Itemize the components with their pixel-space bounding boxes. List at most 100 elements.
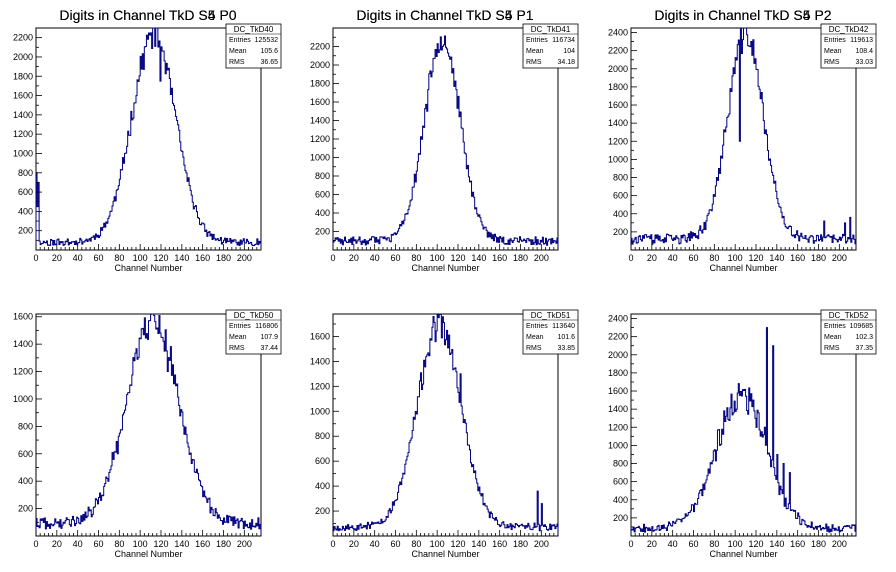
y-tick-label: 2000 — [608, 64, 628, 74]
stats-value-entries: 113640 — [552, 323, 575, 330]
stats-label-rms: RMS — [824, 345, 840, 352]
chart-title: Digits in Channel TkD S4 P0 — [59, 7, 236, 23]
y-tick-label: 800 — [613, 173, 628, 183]
stats-label-mean: Mean — [526, 48, 544, 55]
stats-name: DC_TkD41 — [531, 25, 571, 34]
stats-name: DC_TkD50 — [234, 311, 274, 320]
histogram-series — [630, 327, 857, 536]
x-axis-label: Channel Number — [114, 263, 182, 273]
stats-label-mean: Mean — [824, 48, 842, 55]
y-tick-label: 200 — [613, 513, 628, 523]
stats-box: DC_TkD40 Entries 125532 Mean 105.6 RMS 36.65 — [225, 23, 282, 69]
x-tick-label: 120 — [748, 539, 763, 549]
y-tick-label: 1200 — [608, 136, 628, 146]
histogram-series — [332, 35, 559, 250]
histogram-series — [35, 27, 262, 250]
stats-label-rms: RMS — [526, 345, 542, 352]
stats-label-entries: Entries — [229, 323, 251, 330]
x-tick-label: 160 — [492, 253, 507, 263]
x-tick-label: 100 — [728, 253, 743, 263]
y-tick-label: 1600 — [310, 331, 330, 341]
x-tick-label: 200 — [832, 539, 847, 549]
y-tick-label: 600 — [613, 191, 628, 201]
x-tick-label: 0 — [33, 253, 38, 263]
y-tick-label: 600 — [315, 190, 330, 200]
x-tick-label: 0 — [330, 253, 335, 263]
x-tick-label: 60 — [688, 539, 698, 549]
x-tick-label: 140 — [769, 253, 784, 263]
x-tick-label: 200 — [237, 539, 252, 549]
stats-name: DC_TkD40 — [234, 25, 274, 34]
x-tick-label: 0 — [628, 539, 633, 549]
x-tick-label: 160 — [195, 539, 210, 549]
stats-value-rms: 37.35 — [855, 345, 873, 352]
y-tick-label: 1000 — [13, 148, 33, 158]
stats-box: DC_TkD41 Entries 116734 Mean 104 RMS 34.18 — [522, 23, 579, 69]
stats-name: DC_TkD42 — [829, 25, 869, 34]
y-tick-label: 800 — [613, 459, 628, 469]
stats-value-mean: 101.6 — [557, 334, 575, 341]
x-tick-label: 60 — [93, 253, 103, 263]
x-tick-label: 100 — [133, 253, 148, 263]
y-tick-label: 2000 — [310, 60, 330, 70]
x-tick-label: 120 — [153, 253, 168, 263]
y-tick-label: 400 — [18, 476, 33, 486]
y-tick-label: 600 — [18, 449, 33, 459]
histogram-panel: Digits in Channel TkD S5 P1 0 20 40 60 80 100 1… — [310, 7, 579, 559]
histogram-panel: Digits in Channel TkD S5 P0 0 20 40 60 80 100 1… — [13, 7, 282, 559]
y-tick-label: 400 — [613, 209, 628, 219]
stats-value-entries: 116806 — [255, 323, 278, 330]
stats-label-entries: Entries — [526, 37, 548, 44]
x-tick-label: 0 — [628, 253, 633, 263]
histogram-panel: Digits in Channel TkD S4 P1 0 20 40 60 80 100 1… — [310, 7, 579, 273]
stats-label-entries: Entries — [824, 37, 846, 44]
stats-value-mean: 105.6 — [260, 48, 278, 55]
histogram-panel: Digits in Channel TkD S4 P2 0 20 40 60 80 100 1… — [608, 7, 877, 273]
stats-label-rms: RMS — [229, 345, 245, 352]
y-tick-label: 1600 — [13, 312, 33, 322]
y-tick-label: 2200 — [608, 332, 628, 342]
x-tick-label: 80 — [709, 253, 719, 263]
y-tick-label: 1200 — [310, 134, 330, 144]
y-tick-label: 1800 — [310, 79, 330, 89]
y-tick-label: 200 — [613, 227, 628, 237]
x-tick-label: 140 — [471, 539, 486, 549]
y-tick-label: 1200 — [310, 381, 330, 391]
stats-label-rms: RMS — [526, 59, 542, 66]
y-tick-label: 2400 — [608, 314, 628, 324]
stats-value-mean: 102.3 — [855, 334, 873, 341]
chart-title: Digits in Channel TkD S5 P0 — [59, 7, 236, 23]
y-tick-label: 1000 — [13, 394, 33, 404]
y-tick-label: 1400 — [13, 110, 33, 120]
y-tick-label: 200 — [18, 226, 33, 236]
x-tick-label: 100 — [430, 539, 445, 549]
stats-value-entries: 109685 — [850, 323, 873, 330]
x-tick-label: 160 — [195, 253, 210, 263]
x-tick-label: 140 — [769, 539, 784, 549]
x-tick-label: 20 — [52, 539, 62, 549]
x-tick-label: 180 — [216, 253, 231, 263]
stats-label-entries: Entries — [824, 323, 846, 330]
x-tick-label: 180 — [811, 253, 826, 263]
y-tick-label: 600 — [18, 187, 33, 197]
x-tick-label: 140 — [471, 253, 486, 263]
x-tick-label: 60 — [688, 253, 698, 263]
y-tick-label: 1200 — [13, 129, 33, 139]
y-tick-label: 1600 — [608, 100, 628, 110]
x-tick-label: 160 — [790, 253, 805, 263]
x-tick-label: 20 — [349, 253, 359, 263]
x-tick-label: 80 — [411, 253, 421, 263]
stats-value-mean: 107.9 — [260, 334, 278, 341]
y-tick-label: 1400 — [310, 356, 330, 366]
y-tick-label: 1600 — [13, 91, 33, 101]
x-tick-label: 200 — [534, 539, 549, 549]
x-tick-label: 80 — [411, 539, 421, 549]
y-tick-label: 2400 — [608, 28, 628, 38]
x-tick-label: 80 — [709, 539, 719, 549]
stats-value-entries: 116734 — [552, 37, 575, 44]
stats-value-mean: 104 — [563, 48, 575, 55]
y-tick-label: 2200 — [310, 42, 330, 52]
x-tick-label: 120 — [748, 253, 763, 263]
y-tick-label: 1400 — [13, 339, 33, 349]
stats-label-rms: RMS — [229, 59, 245, 66]
